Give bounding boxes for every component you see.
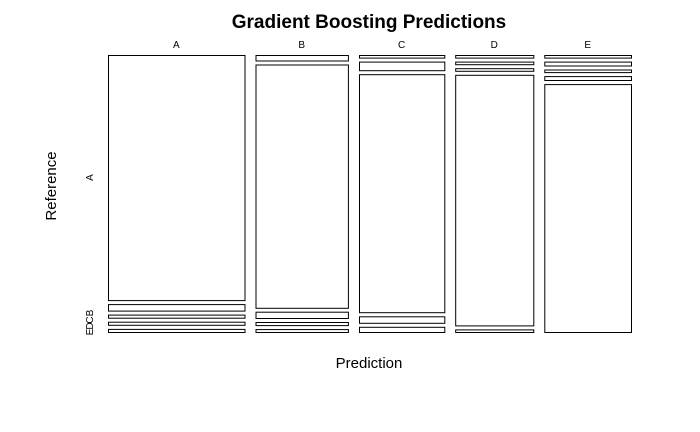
tile-pred-e-ref-e [544, 84, 632, 333]
row-label-e: E [85, 328, 96, 335]
mosaic-tiles [108, 55, 632, 334]
column-label-e: E [584, 40, 591, 51]
chart-title: Gradient Boosting Predictions [232, 12, 506, 33]
tile-pred-b-ref-d [255, 322, 349, 327]
x-axis-title: Prediction [336, 355, 403, 372]
tile-pred-e-ref-a [544, 55, 632, 59]
tile-pred-a-ref-e [108, 328, 246, 333]
tile-pred-c-ref-a [359, 55, 446, 59]
tile-pred-b-ref-c [255, 311, 349, 320]
column-label-a: A [173, 40, 180, 51]
tile-pred-a-ref-a [108, 55, 246, 302]
row-label-b: B [85, 309, 96, 316]
tile-pred-d-ref-e [455, 329, 535, 333]
y-axis-title: Reference [43, 151, 60, 220]
tile-pred-b-ref-e [255, 329, 349, 334]
tile-pred-d-ref-d [455, 74, 535, 327]
tile-pred-e-ref-b [544, 61, 632, 67]
row-label-d: D [85, 322, 96, 329]
row-label-a: A [85, 174, 96, 181]
tile-pred-c-ref-e [359, 326, 446, 333]
column-label-d: D [491, 40, 498, 51]
tile-pred-c-ref-c [359, 74, 446, 314]
tile-pred-a-ref-d [108, 321, 246, 326]
column-label-b: B [298, 40, 305, 51]
tile-pred-e-ref-c [544, 69, 632, 74]
column-label-c: C [398, 40, 405, 51]
tile-pred-a-ref-b [108, 304, 246, 312]
row-label-c: C [85, 316, 96, 323]
tile-pred-b-ref-b [255, 64, 349, 309]
tile-pred-b-ref-a [255, 55, 349, 62]
tile-pred-d-ref-b [455, 61, 535, 66]
tile-pred-c-ref-b [359, 61, 446, 72]
tile-pred-d-ref-c [455, 68, 535, 72]
tile-pred-e-ref-d [544, 76, 632, 81]
tile-pred-a-ref-c [108, 314, 246, 319]
tile-pred-d-ref-a [455, 55, 535, 59]
tile-pred-c-ref-d [359, 316, 446, 324]
column-tick-labels: A B C D E [173, 40, 591, 51]
